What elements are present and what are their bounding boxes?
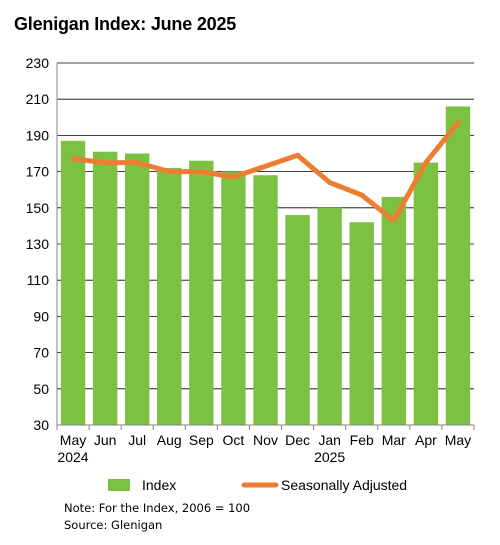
x-tick-label: Dec	[285, 432, 310, 448]
bar	[413, 162, 439, 426]
bar	[189, 160, 214, 426]
x-tick-label: Mar	[382, 432, 406, 448]
bar	[221, 171, 246, 425]
y-tick-label: 210	[26, 91, 50, 107]
bar	[253, 175, 278, 425]
bar	[349, 222, 374, 425]
x-tick-label: May	[60, 432, 86, 448]
legend-label-index: Index	[142, 477, 176, 493]
legend-label-seasonally-adjusted: Seasonally Adjusted	[281, 477, 407, 493]
x-tick-label: May	[445, 432, 471, 448]
chart-title: Glenigan Index: June 2025	[14, 14, 237, 34]
seasonal-line	[70, 120, 461, 223]
x-tick-label: Nov	[253, 432, 278, 448]
x-tick-label: Jul	[128, 432, 146, 448]
bar	[445, 106, 471, 425]
bar	[92, 151, 118, 425]
x-year-label: 2025	[314, 449, 345, 465]
y-tick-label: 190	[26, 127, 50, 143]
y-tick-label: 170	[26, 164, 50, 180]
x-tick-label: Aug	[157, 432, 182, 448]
note-text: Note: For the Index, 2006 = 100	[64, 501, 251, 515]
bar	[157, 167, 182, 426]
y-tick-label: 150	[26, 200, 50, 216]
y-tick-label: 110	[27, 272, 50, 288]
bar	[285, 215, 310, 425]
source-text: Source: Glenigan	[64, 518, 163, 532]
y-tick-label: 90	[33, 308, 49, 324]
legend-swatch-index	[108, 479, 130, 491]
y-tick-label: 50	[33, 381, 49, 397]
x-tick-label: Jun	[94, 432, 117, 448]
bars	[60, 106, 471, 426]
x-year-label: 2024	[57, 449, 88, 465]
bar	[125, 153, 150, 425]
seasonal-line-layer	[70, 120, 461, 223]
axes: 30 50 70 90 110 130 150 170 190 210 230 May Jun Jul Au…	[26, 55, 475, 465]
bar	[381, 196, 406, 425]
y-tick-label: 230	[26, 55, 50, 71]
x-tick-label: Oct	[223, 432, 245, 448]
y-tick-label: 30	[33, 417, 49, 433]
legend: Index Seasonally Adjusted	[108, 477, 407, 493]
bar	[60, 140, 86, 425]
bar	[317, 207, 342, 425]
y-tick-label: 70	[33, 345, 49, 361]
y-tick-label: 130	[26, 236, 50, 252]
x-tick-label: Feb	[350, 432, 374, 448]
x-tick-label: Jan	[318, 432, 341, 448]
x-tick-label: Sep	[189, 432, 214, 448]
x-tick-label: Apr	[415, 432, 437, 448]
